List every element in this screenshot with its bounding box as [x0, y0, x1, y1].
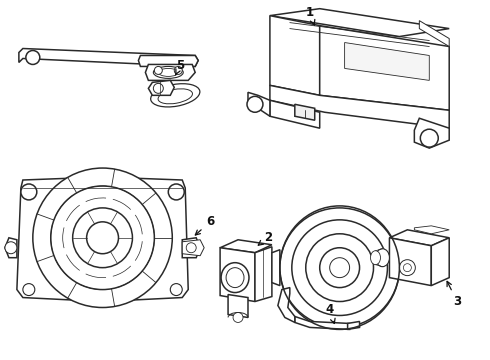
- Circle shape: [26, 50, 40, 64]
- Polygon shape: [390, 230, 449, 246]
- Polygon shape: [278, 288, 295, 323]
- Polygon shape: [138, 55, 198, 67]
- Polygon shape: [220, 248, 255, 302]
- Polygon shape: [272, 250, 280, 285]
- Circle shape: [5, 242, 17, 254]
- Polygon shape: [295, 104, 315, 120]
- Ellipse shape: [158, 68, 178, 76]
- Polygon shape: [89, 293, 117, 300]
- Polygon shape: [228, 294, 248, 318]
- Circle shape: [399, 260, 416, 276]
- Polygon shape: [319, 26, 449, 110]
- Polygon shape: [182, 240, 204, 256]
- Circle shape: [171, 284, 182, 296]
- Circle shape: [233, 312, 243, 323]
- Polygon shape: [415, 226, 449, 234]
- Circle shape: [420, 129, 438, 147]
- Polygon shape: [295, 316, 349, 329]
- Polygon shape: [146, 64, 195, 80]
- Circle shape: [87, 222, 119, 254]
- Ellipse shape: [158, 89, 193, 104]
- Ellipse shape: [226, 268, 244, 288]
- Polygon shape: [390, 238, 431, 285]
- Ellipse shape: [375, 249, 390, 267]
- Circle shape: [247, 96, 263, 112]
- Polygon shape: [248, 92, 270, 116]
- Polygon shape: [270, 9, 449, 37]
- Text: 6: 6: [196, 215, 214, 235]
- Circle shape: [306, 234, 373, 302]
- Polygon shape: [255, 247, 272, 302]
- Polygon shape: [148, 80, 174, 95]
- Text: 3: 3: [447, 282, 461, 308]
- Text: 2: 2: [258, 231, 272, 245]
- Polygon shape: [344, 42, 429, 80]
- Polygon shape: [419, 21, 449, 46]
- Circle shape: [21, 184, 37, 200]
- Polygon shape: [270, 85, 449, 128]
- Circle shape: [186, 243, 196, 253]
- Circle shape: [73, 208, 132, 268]
- Polygon shape: [17, 177, 188, 302]
- Ellipse shape: [150, 84, 200, 107]
- Circle shape: [292, 220, 388, 315]
- Circle shape: [280, 208, 399, 328]
- Ellipse shape: [221, 263, 249, 293]
- Polygon shape: [5, 238, 17, 258]
- Circle shape: [319, 248, 360, 288]
- Circle shape: [33, 168, 172, 307]
- Text: 1: 1: [306, 6, 315, 25]
- Circle shape: [330, 258, 349, 278]
- Polygon shape: [270, 15, 319, 95]
- Circle shape: [174, 67, 182, 75]
- Polygon shape: [415, 118, 449, 148]
- Circle shape: [23, 284, 35, 296]
- Polygon shape: [19, 49, 198, 67]
- Circle shape: [403, 264, 412, 272]
- Circle shape: [153, 84, 163, 93]
- Circle shape: [51, 186, 154, 289]
- Polygon shape: [220, 240, 272, 253]
- Polygon shape: [182, 238, 200, 258]
- Polygon shape: [431, 238, 449, 285]
- Polygon shape: [270, 100, 319, 128]
- Text: 5: 5: [175, 59, 184, 75]
- Ellipse shape: [153, 67, 183, 78]
- Circle shape: [168, 184, 184, 200]
- Ellipse shape: [370, 251, 380, 265]
- Circle shape: [154, 67, 162, 75]
- Text: 4: 4: [325, 303, 335, 324]
- Polygon shape: [347, 321, 360, 329]
